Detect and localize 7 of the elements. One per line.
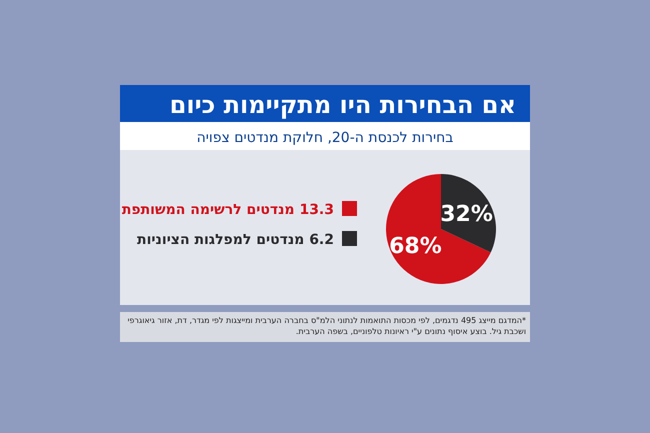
legend-label: 13.3 מנדטים לרשימה המשותפת <box>122 202 334 218</box>
chart-title: אם הבחירות היו מתקיימות כיום <box>170 91 516 119</box>
legend-label: 6.2 מנדטים למפלגות הציוניות <box>137 232 334 248</box>
data-label: 68% <box>389 234 442 260</box>
chart-subtitle: בחירות לכנסת ה-20, חלוקת מנדטים צפויה <box>196 130 454 146</box>
data-label: 32% <box>440 202 493 227</box>
text: *המדגם מייצג 495 נדגמים, לפי מכסות התואמות לנתוני הלמ"ס בחברה הערבית ומייצגות לפי מגדר, דת, אזור גיאוגרפי ושכבת גיל. בוצע איסוף נתונים ע"י ראיונות טלפוניים, בשפה הערבית. <box>126 315 526 337</box>
